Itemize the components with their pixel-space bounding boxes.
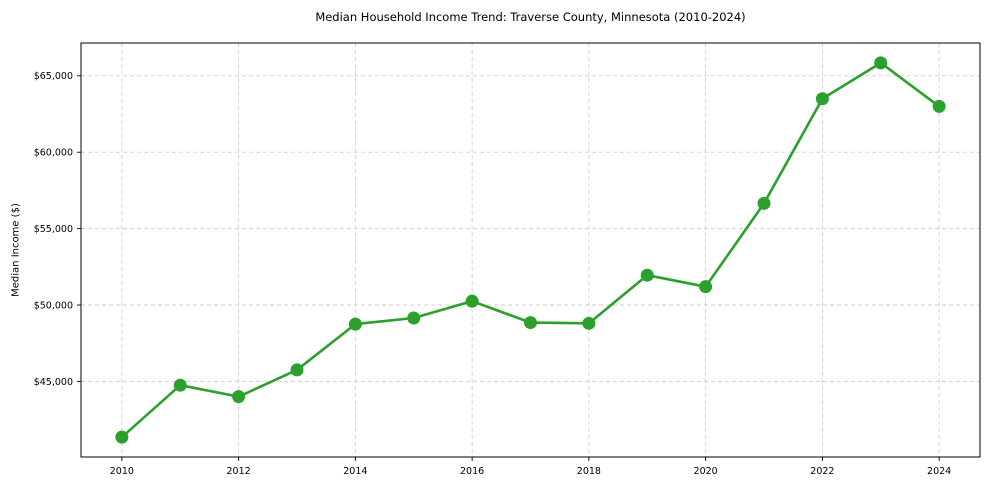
- data-point-marker: [699, 280, 713, 294]
- data-point-marker: [407, 311, 421, 325]
- x-tick-label: 2020: [694, 466, 718, 477]
- data-point-marker: [173, 378, 187, 392]
- chart-title: Median Household Income Trend: Traverse …: [315, 10, 746, 24]
- gridlines: [81, 43, 980, 457]
- x-tick-label: 2018: [577, 466, 601, 477]
- y-tick-label: $55,000: [34, 224, 73, 235]
- x-tick-labels: 2010 2012 2014 2016 2018 2020 2022 2024: [110, 466, 951, 477]
- y-tick-label: $45,000: [34, 377, 73, 388]
- data-point-marker: [465, 294, 479, 308]
- data-point-marker: [582, 316, 596, 330]
- line-series: [115, 56, 946, 444]
- x-tick-label: 2022: [810, 466, 834, 477]
- data-point-marker: [348, 317, 362, 331]
- data-point-marker: [640, 268, 654, 282]
- data-point-marker: [524, 316, 537, 330]
- x-tick-label: 2024: [927, 466, 951, 477]
- data-point-marker: [115, 430, 129, 444]
- data-point-marker: [874, 56, 888, 70]
- data-point-marker: [932, 99, 946, 113]
- x-tick-label: 2010: [110, 466, 134, 477]
- axis-tick-marks: [77, 75, 940, 461]
- y-tick-label: $50,000: [34, 300, 73, 311]
- y-tick-labels: $45,000 $50,000 $55,000 $60,000 $65,000: [34, 71, 73, 388]
- data-point-marker: [757, 196, 771, 210]
- x-tick-label: 2016: [460, 466, 484, 477]
- data-point-marker: [290, 363, 304, 377]
- data-point-marker: [815, 92, 829, 106]
- plot-border: [80, 42, 981, 458]
- data-point-marker: [232, 390, 246, 404]
- x-tick-label: 2014: [343, 466, 367, 477]
- x-tick-label: 2012: [227, 466, 251, 477]
- y-tick-label: $60,000: [34, 148, 73, 159]
- y-tick-label: $65,000: [34, 71, 73, 82]
